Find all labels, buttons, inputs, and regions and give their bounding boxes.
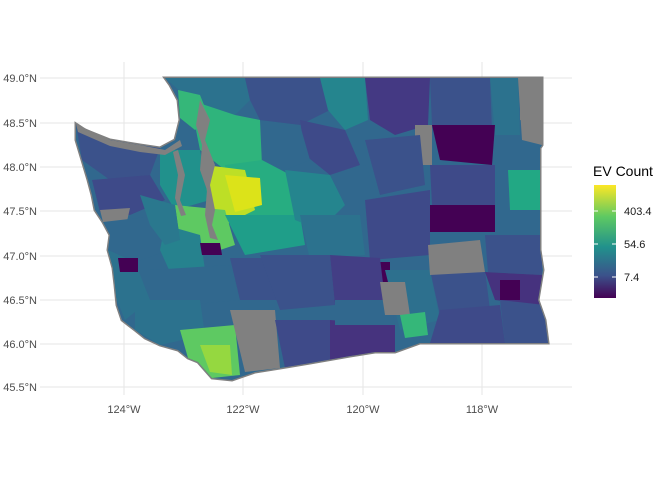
region-vancouver: [200, 345, 232, 375]
lon-tick-label: 120°W: [346, 404, 380, 416]
region-hanford-gray: [380, 282, 410, 315]
region-spokane-city: [508, 170, 540, 210]
region-lincoln: [430, 165, 495, 205]
region-grant: [365, 190, 430, 260]
lat-tick-label: 47.0°N: [3, 251, 37, 263]
color-legend: EV Count 403.4 54.6 7.4: [593, 163, 653, 298]
region-franklin: [430, 270, 490, 315]
region-lincoln-dark: [430, 205, 495, 232]
hood-canal: [173, 150, 186, 216]
region-bellevue: [225, 175, 262, 212]
region-yakima-w: [260, 255, 335, 310]
region-okanogan-north: [365, 78, 430, 135]
legend-label-mid: 54.6: [624, 239, 645, 251]
legend-label-high: 403.4: [624, 206, 652, 218]
region-okanogan-east: [430, 78, 492, 130]
region-central-gray: [428, 240, 485, 275]
region-klickitat-e: [330, 320, 395, 360]
region-douglas: [365, 135, 425, 195]
lat-tick-label: 47.5°N: [3, 206, 37, 218]
region-columbia: [500, 300, 548, 343]
region-kittitas: [300, 215, 365, 260]
lat-tick-label: 48.5°N: [3, 118, 37, 130]
region-klickitat-w: [275, 320, 330, 368]
region-mason: [140, 195, 180, 245]
region-stevens-mid: [432, 125, 495, 165]
region-adams: [485, 235, 542, 275]
region-north-cascades: [245, 78, 330, 125]
lon-tick-label: 124°W: [107, 404, 141, 416]
region-kitsap: [160, 150, 210, 210]
puget-sound: [196, 100, 218, 240]
region-yakima-e: [330, 255, 385, 305]
region-ross-lake: [320, 78, 368, 130]
region-ferry: [490, 78, 520, 135]
region-whitman-dark: [500, 280, 520, 300]
latitude-axis: 49.0°N 48.5°N 48.0°N 47.5°N 47.0°N 46.5°…: [3, 73, 37, 394]
region-tri-cities: [400, 312, 428, 338]
lat-tick-label: 49.0°N: [3, 73, 37, 85]
region-asotin-gray: [520, 90, 542, 125]
longitude-axis: 124°W 122°W 120°W 118°W: [107, 404, 498, 416]
strait-of-juan-de-fuca: [76, 124, 182, 155]
lon-tick-label: 118°W: [466, 404, 499, 416]
region-whatcom: [165, 78, 250, 115]
region-lewis: [150, 265, 240, 305]
legend-title: EV Count: [593, 163, 653, 179]
lat-tick-label: 48.0°N: [3, 162, 37, 174]
lat-tick-label: 45.5°N: [3, 382, 37, 394]
region-skamania: [230, 310, 280, 372]
washington-choropleth: [74, 76, 550, 382]
region-walla-walla: [430, 305, 505, 343]
region-twisp: [300, 120, 360, 175]
region-olympia-dark: [200, 243, 222, 255]
region-pierce-east: [225, 215, 305, 255]
legend-colorbar: [594, 185, 616, 298]
region-yakima-lower: [335, 300, 395, 325]
legend-label-low: 7.4: [624, 272, 639, 284]
region-pacific-dark: [118, 258, 138, 272]
lat-tick-label: 46.5°N: [3, 295, 37, 307]
lat-tick-label: 46.0°N: [3, 339, 37, 351]
region-chelan-north: [255, 120, 310, 170]
lon-tick-label: 122°W: [226, 404, 260, 416]
